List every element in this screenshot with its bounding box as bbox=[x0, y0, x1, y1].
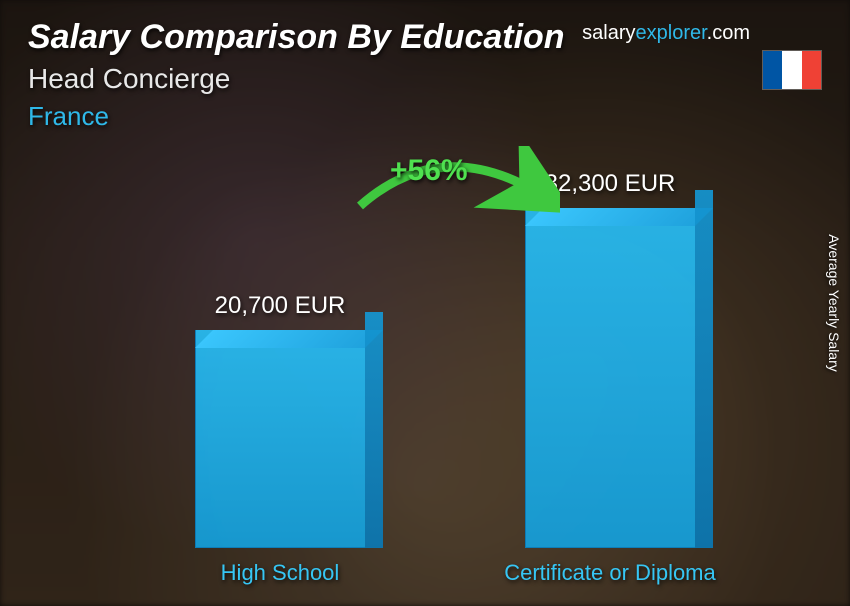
brand-part1: salary bbox=[582, 22, 635, 44]
bar-value-label: 32,300 EUR bbox=[545, 170, 676, 198]
bar-category-label: Certificate or Diploma bbox=[504, 560, 716, 586]
bar-group: 32,300 EUR Certificate or Diploma bbox=[480, 170, 740, 586]
flag-stripe-1 bbox=[763, 51, 782, 89]
flag-stripe-3 bbox=[802, 51, 821, 89]
job-subtitle: Head Concierge bbox=[28, 63, 822, 95]
brand-suffix: .com bbox=[707, 22, 750, 44]
y-axis-label: Average Yearly Salary bbox=[826, 234, 842, 372]
bar-top-face bbox=[195, 330, 383, 348]
bar-3d bbox=[195, 330, 365, 548]
brand-logo: salaryexplorer.com bbox=[582, 22, 750, 45]
flag-stripe-2 bbox=[782, 51, 801, 89]
bar-3d bbox=[525, 208, 695, 548]
chart-area: +56% 20,700 EUR High School 32,300 EUR Cert… bbox=[60, 146, 770, 586]
country-label: France bbox=[28, 101, 822, 132]
bar-value-label: 20,700 EUR bbox=[215, 292, 346, 320]
bar-side-face bbox=[365, 312, 383, 548]
bar-group: 20,700 EUR High School bbox=[150, 292, 410, 586]
bar-front-face bbox=[195, 330, 365, 548]
bar-side-face bbox=[695, 190, 713, 548]
content-layer: Salary Comparison By Education Head Conc… bbox=[0, 0, 850, 606]
bar-category-label: High School bbox=[221, 560, 340, 586]
bar-front-face bbox=[525, 208, 695, 548]
flag-icon bbox=[762, 50, 822, 90]
brand-part2: explorer bbox=[636, 22, 707, 44]
percent-increase-badge: +56% bbox=[390, 154, 468, 188]
